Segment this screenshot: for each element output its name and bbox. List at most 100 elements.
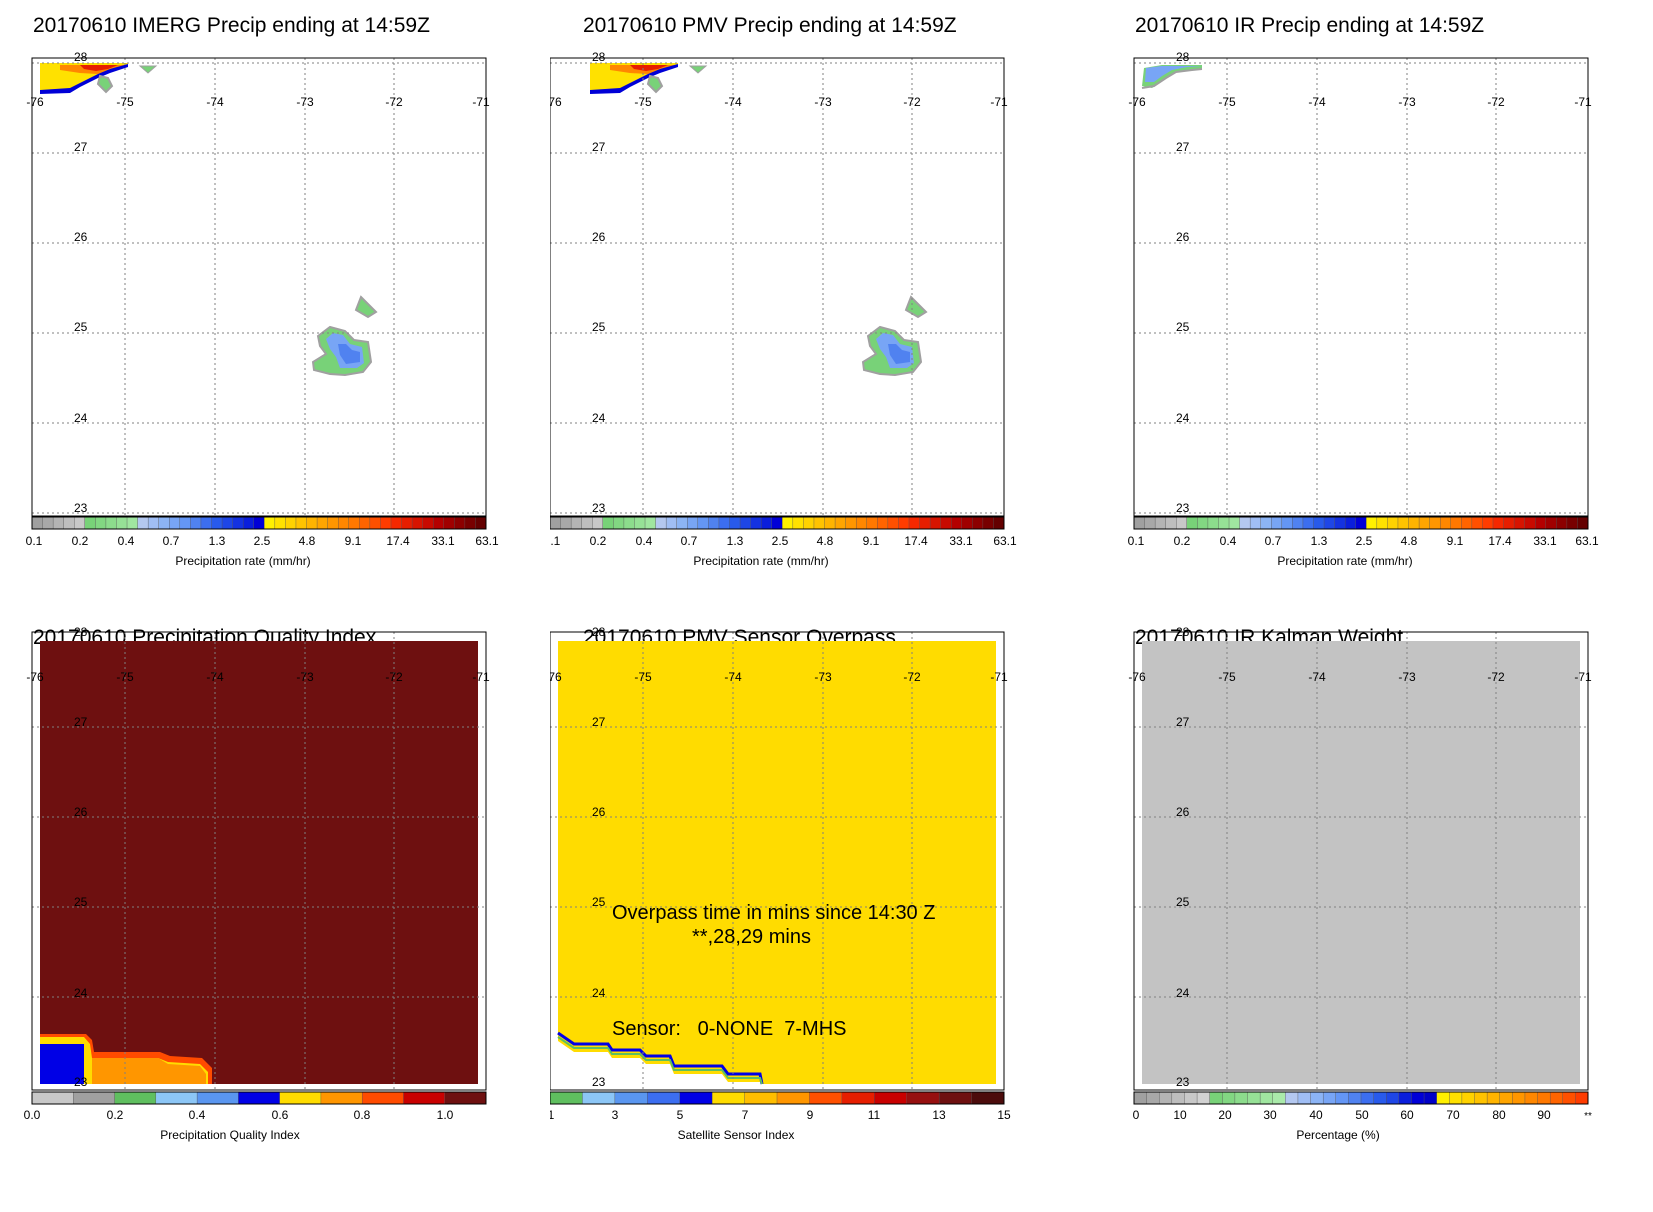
x-tick-labels: -76 -75 -74 -73 -72 -71: [1128, 95, 1592, 109]
y-tick-label: 28: [1176, 50, 1190, 64]
y-tick-label: 24: [1176, 411, 1190, 425]
colorbar-swatch: [158, 516, 170, 530]
colorbar-swatch: [614, 1091, 648, 1105]
colorbar-swatch: [906, 1091, 940, 1105]
colorbar-swatch: [264, 516, 276, 530]
colorbar-labels: 1 3 5 7 9 11 13 15 Satellite Sensor Inde…: [550, 1108, 1011, 1142]
colorbar-swatch: [285, 516, 297, 530]
colorbar-swatch: [1334, 516, 1346, 530]
colorbar-swatch: [845, 516, 857, 530]
colorbar-swatch: [42, 516, 54, 530]
x-tick-label: -76: [1128, 670, 1146, 684]
colorbar-swatch: [1577, 516, 1589, 530]
colorbar-label: 33.1: [1533, 534, 1557, 548]
colorbar-swatch: [792, 516, 804, 530]
colorbar-swatch: [1272, 1091, 1286, 1105]
y-tick-labels: 28 27 26 25 24 23: [1176, 625, 1190, 1089]
y-tick-label: 28: [74, 625, 88, 639]
x-tick-label: -75: [1218, 95, 1236, 109]
y-tick-label: 27: [592, 715, 606, 729]
colorbar-swatch: [887, 516, 899, 530]
x-tick-label: -75: [1218, 670, 1236, 684]
x-tick-label: -74: [206, 95, 224, 109]
colorbar-label: 63.1: [1575, 534, 1599, 548]
map-plot: 28 27 26 25 24 23 -76 -75 -74 -73 -72 -7…: [24, 625, 490, 1142]
x-tick-label: -75: [116, 670, 134, 684]
colorbar-swatch: [570, 516, 583, 530]
colorbar-label: 0.4: [636, 534, 653, 548]
colorbar-swatch: [1146, 1091, 1160, 1105]
x-tick-label: -72: [385, 95, 403, 109]
colorbar-label: 0.4: [118, 534, 135, 548]
y-tick-label: 27: [74, 140, 88, 154]
colorbar-swatch: [1408, 516, 1420, 530]
x-tick-label: -75: [634, 95, 652, 109]
map-grid: [550, 58, 1004, 516]
colorbar-swatch: [1222, 1091, 1236, 1105]
y-tick-label: 26: [592, 230, 606, 244]
colorbar-swatch: [971, 1091, 1005, 1105]
colorbar-swatch: [1133, 516, 1146, 530]
colorbar-label: 60: [1400, 1108, 1414, 1122]
colorbar-label: 70: [1446, 1108, 1460, 1122]
colorbar-label: 9.1: [863, 534, 880, 548]
y-tick-labels: 28 27 26 25 24 23: [592, 50, 606, 515]
colorbar-labels: 0.1 0.2 0.4 0.7 1.3 2.5 4.8 9.1 17.4 33.…: [1128, 534, 1599, 568]
x-tick-label: -72: [385, 670, 403, 684]
colorbar-label: 50: [1355, 1108, 1369, 1122]
y-tick-label: 23: [1176, 1075, 1190, 1089]
y-tick-label: 28: [592, 625, 606, 639]
colorbar-swatch: [1281, 516, 1293, 530]
colorbar-swatch: [1171, 1091, 1185, 1105]
colorbar-swatch: [390, 516, 403, 530]
colorbar-title: Precipitation rate (mm/hr): [175, 554, 310, 568]
y-tick-label: 25: [1176, 320, 1190, 334]
colorbar-swatch: [961, 516, 973, 530]
x-tick-label: -76: [550, 670, 562, 684]
quality-cell: [92, 1058, 206, 1084]
colorbar-label: 17.4: [904, 534, 928, 548]
colorbar-swatch: [1373, 1091, 1387, 1105]
colorbar-label: 10: [1173, 1108, 1187, 1122]
colorbar-swatch: [855, 516, 868, 530]
colorbar-swatch: [279, 1091, 322, 1105]
x-tick-label: -75: [634, 670, 652, 684]
y-tick-labels: 28 27 26 25 24 23: [74, 625, 88, 1089]
precip-cell: [646, 74, 664, 94]
y-tick-label: 25: [1176, 895, 1190, 909]
y-tick-label: 24: [1176, 986, 1190, 1000]
x-tick-labels: -76 -75 -74 -73 -72 -71: [26, 670, 490, 684]
colorbar-labels: 0.1 0.2 0.4 0.7 1.3 2.5 4.8 9.1 17.4 33.…: [550, 534, 1017, 568]
colorbar-swatch: [1165, 516, 1177, 530]
colorbar-swatch: [1524, 516, 1536, 530]
precip-cell: [1141, 68, 1203, 89]
panel-title: 20170610 PMV Precip ending at 14:59Z: [583, 14, 957, 37]
y-tick-label: 23: [74, 501, 88, 515]
sensor-legend: Sensor: 0-NONE 7-MHS: [612, 1018, 847, 1040]
colorbar-swatch: [1411, 1091, 1425, 1105]
colorbar-swatch: [898, 516, 910, 530]
colorbar-frame: [1133, 1091, 1589, 1105]
colorbar-swatch: [1285, 1091, 1299, 1105]
overpass-region: [558, 641, 996, 1084]
colorbar-swatch: [320, 1091, 363, 1105]
colorbar-label: 0.7: [1265, 534, 1282, 548]
x-tick-label: -74: [206, 670, 224, 684]
x-tick-label: -74: [1308, 95, 1326, 109]
colorbar-swatch: [1423, 1091, 1438, 1105]
x-tick-label: -71: [990, 95, 1008, 109]
x-tick-label: -72: [903, 95, 921, 109]
colorbar-swatch: [647, 1091, 681, 1105]
colorbar-swatch: [1323, 516, 1336, 530]
colorbar-swatch: [655, 516, 667, 530]
map-plot: 28 27 26 25 24 23 -76 -75 -74 -73 -72 -7…: [550, 50, 1017, 568]
y-tick-labels: 28 27 26 25 24 23: [1176, 50, 1190, 515]
colorbar-swatch: [1366, 516, 1378, 530]
colorbar-swatch: [1159, 1091, 1173, 1105]
colorbar-swatch: [582, 1091, 616, 1105]
colorbar-swatch: [665, 516, 678, 530]
colorbar-swatch: [306, 516, 318, 530]
y-tick-label: 25: [74, 320, 88, 334]
colorbar-swatch: [337, 516, 350, 530]
colorbar-label: 2.5: [1356, 534, 1373, 548]
